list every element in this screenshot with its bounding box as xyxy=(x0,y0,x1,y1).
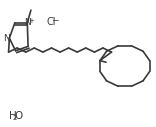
Text: H: H xyxy=(9,111,16,121)
Text: Cl: Cl xyxy=(46,17,56,27)
Text: 2: 2 xyxy=(13,115,17,121)
Text: N: N xyxy=(24,18,31,27)
Text: +: + xyxy=(28,18,34,24)
Text: O: O xyxy=(15,111,23,121)
Text: N: N xyxy=(3,34,10,43)
Text: −: − xyxy=(51,15,59,24)
